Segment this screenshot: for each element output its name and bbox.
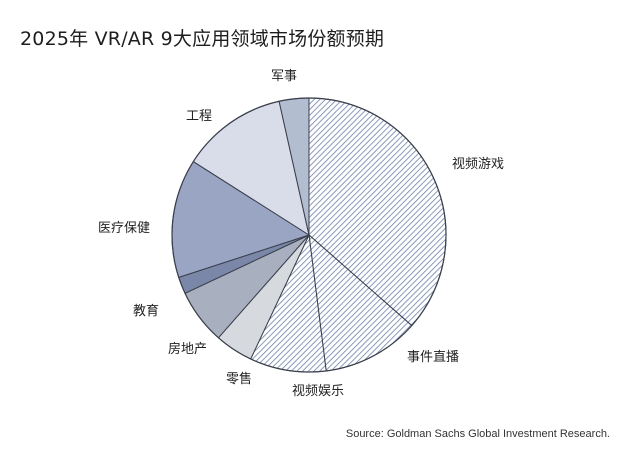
slice-label: 教育: [133, 303, 159, 319]
slice-label: 视频娱乐: [292, 384, 344, 399]
chart-title: 2025年 VR/AR 9大应用领域市场份额预期: [20, 28, 385, 50]
slice-label: 医疗保健: [98, 221, 150, 236]
slice-label: 工程: [186, 109, 212, 124]
slice-label: 零售: [226, 371, 252, 387]
slice-label: 视频游戏: [452, 157, 504, 172]
source-note: Source: Goldman Sachs Global Investment …: [345, 428, 610, 440]
slice-label: 房地产: [168, 341, 207, 357]
pie-outline: [171, 97, 447, 373]
pie-slices: [171, 97, 447, 373]
slice-label: 事件直播: [407, 350, 459, 365]
slice-label: 军事: [271, 69, 297, 84]
